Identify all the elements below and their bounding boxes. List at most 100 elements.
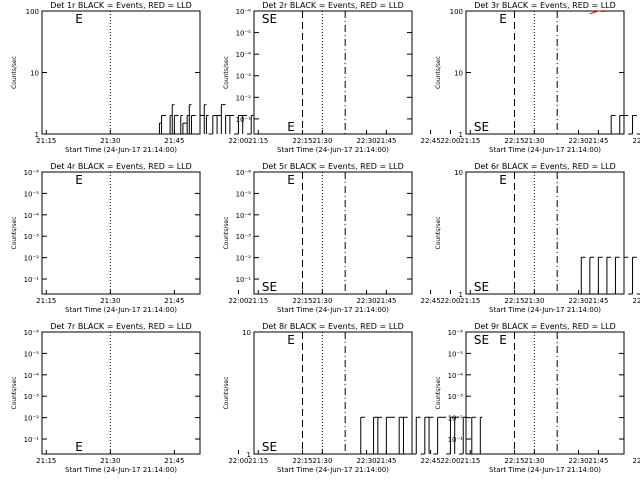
x-tick-label: 22:15 — [504, 297, 524, 305]
x-axis-label: Start Time (24-Jun-17 21:14:00) — [65, 466, 177, 474]
x-tick-label: 21:45 — [376, 457, 396, 465]
panel-title: Det 9r BLACK = Events, RED = LLD — [474, 322, 616, 331]
x-tick-label: 22:15 — [292, 137, 312, 145]
y-tick-label: 10⁻³ — [236, 73, 252, 81]
x-axis-label: Start Time (24-Jun-17 21:14:00) — [489, 466, 601, 474]
y-tick-label: 10⁻² — [236, 94, 252, 102]
y-tick-label: 10⁻¹ — [236, 116, 252, 124]
annotation-se: SE — [474, 333, 489, 347]
panel-det-5r: Det 5r BLACK = Events, RED = LLD Counts/s… — [223, 162, 640, 314]
annotation-e: E — [287, 120, 295, 134]
y-tick-label: 10⁻⁵ — [236, 30, 252, 38]
y-tick-label: 10⁻³ — [448, 393, 464, 401]
panel-det-4r: Det 4r BLACK = Events, RED = LLD Counts/s… — [11, 162, 441, 314]
y-tick-label: 10⁻⁵ — [24, 350, 40, 358]
x-tick-label: 22:00 — [228, 137, 248, 145]
panel-title: Det 1r BLACK = Events, RED = LLD — [50, 1, 192, 10]
x-tick-label: 22:15 — [292, 297, 312, 305]
x-tick-label: 21:30 — [524, 137, 544, 145]
x-tick-label: 21:15 — [248, 457, 268, 465]
y-tick-label: 10⁻⁴ — [236, 212, 252, 220]
panel-det-2r: Det 2r BLACK = Events, RED = LLD Counts/s… — [223, 1, 640, 154]
series-events — [157, 104, 254, 135]
y-axis-label: Counts/sec — [223, 376, 230, 409]
x-tick-label: 21:30 — [312, 457, 332, 465]
x-tick-label: 21:15 — [36, 457, 56, 465]
x-axis-label: Start Time (24-Jun-17 21:14:00) — [277, 146, 389, 154]
data-point-segment — [598, 10, 603, 13]
x-tick-label: 22:15 — [504, 457, 524, 465]
y-axis-label: Counts/sec — [435, 376, 442, 409]
series-lld — [589, 10, 605, 15]
x-axis-label: Start Time (24-Jun-17 21:14:00) — [277, 466, 389, 474]
x-tick-label: 21:15 — [460, 297, 480, 305]
y-axis-label: Counts/sec — [223, 56, 230, 89]
x-tick-label: 22:45 — [633, 457, 640, 465]
annotation-se: SE — [262, 12, 277, 26]
x-tick-label: 22:30 — [356, 297, 376, 305]
x-tick-label: 21:45 — [588, 457, 608, 465]
x-tick-label: 22:30 — [356, 457, 376, 465]
x-axis-label: Start Time (24-Jun-17 21:14:00) — [489, 306, 601, 314]
series-events — [577, 256, 640, 295]
x-tick-label: 21:45 — [376, 297, 396, 305]
y-tick-label: 10⁻² — [24, 255, 40, 263]
y-tick-label: 1 — [459, 291, 463, 299]
x-tick-label: 22:30 — [568, 297, 588, 305]
x-tick-label: 22:45 — [421, 297, 441, 305]
data-point-segment — [589, 11, 595, 15]
y-tick-label: 10⁻⁶ — [236, 8, 252, 16]
data-point-segment — [593, 10, 599, 13]
y-tick-label: 1 — [459, 131, 463, 139]
y-tick-label: 10 — [454, 169, 463, 177]
y-tick-label: 10⁻⁶ — [24, 169, 40, 177]
annotation-e: E — [499, 173, 507, 187]
x-tick-label: 22:00 — [440, 457, 460, 465]
panel-det-6r: Det 6r BLACK = Events, RED = LLD Counts/s… — [435, 162, 640, 314]
annotation-se: SE — [474, 280, 489, 294]
x-tick-label: 22:15 — [504, 137, 524, 145]
plot-frame — [465, 10, 625, 135]
annotation-e: E — [75, 12, 83, 26]
x-tick-label: 21:15 — [460, 457, 480, 465]
x-tick-label: 22:00 — [440, 297, 460, 305]
panel-det-8r: Det 8r BLACK = Events, RED = LLD Counts/s… — [223, 322, 640, 474]
annotation-e: E — [499, 333, 507, 347]
y-tick-label: 10⁻¹ — [236, 276, 252, 284]
x-tick-label: 22:00 — [228, 457, 248, 465]
x-tick-label: 22:00 — [228, 297, 248, 305]
x-tick-label: 21:45 — [164, 297, 184, 305]
annotation-se: SE — [262, 440, 277, 454]
y-tick-label: 10 — [30, 70, 39, 78]
x-axis-label: Start Time (24-Jun-17 21:14:00) — [65, 306, 177, 314]
x-tick-label: 21:15 — [36, 297, 56, 305]
panel-title: Det 4r BLACK = Events, RED = LLD — [50, 162, 192, 171]
y-tick-label: 10⁻⁴ — [24, 212, 40, 220]
x-tick-label: 22:30 — [356, 137, 376, 145]
x-tick-label: 21:45 — [376, 137, 396, 145]
panel-det-3r: Det 3r BLACK = Events, RED = LLD Counts/s… — [435, 1, 640, 154]
y-tick-label: 10⁻³ — [24, 233, 40, 241]
y-tick-label: 10⁻³ — [236, 233, 252, 241]
y-tick-label: 10⁻² — [236, 255, 252, 263]
y-axis-label: Counts/sec — [11, 376, 18, 409]
x-tick-label: 21:30 — [312, 297, 332, 305]
x-tick-label: 21:45 — [164, 457, 184, 465]
y-tick-label: 10⁻² — [24, 415, 40, 423]
plot-frame — [253, 10, 413, 135]
y-tick-label: 10⁻⁴ — [448, 372, 464, 380]
x-axis-label: Start Time (24-Jun-17 21:14:00) — [489, 146, 601, 154]
plot-frame — [41, 331, 201, 455]
plot-frame — [41, 171, 201, 295]
annotation-e: E — [75, 173, 83, 187]
panel-title: Det 3r BLACK = Events, RED = LLD — [474, 1, 616, 10]
x-tick-label: 22:45 — [633, 137, 640, 145]
y-axis-label: Counts/sec — [11, 216, 18, 249]
x-tick-label: 22:30 — [568, 457, 588, 465]
y-tick-label: 100 — [450, 8, 463, 16]
y-tick-label: 10⁻⁵ — [448, 350, 464, 358]
y-tick-label: 10 — [242, 329, 251, 337]
x-tick-label: 21:30 — [524, 297, 544, 305]
panel-title: Det 6r BLACK = Events, RED = LLD — [474, 162, 616, 171]
y-tick-label: 10⁻⁵ — [24, 190, 40, 198]
